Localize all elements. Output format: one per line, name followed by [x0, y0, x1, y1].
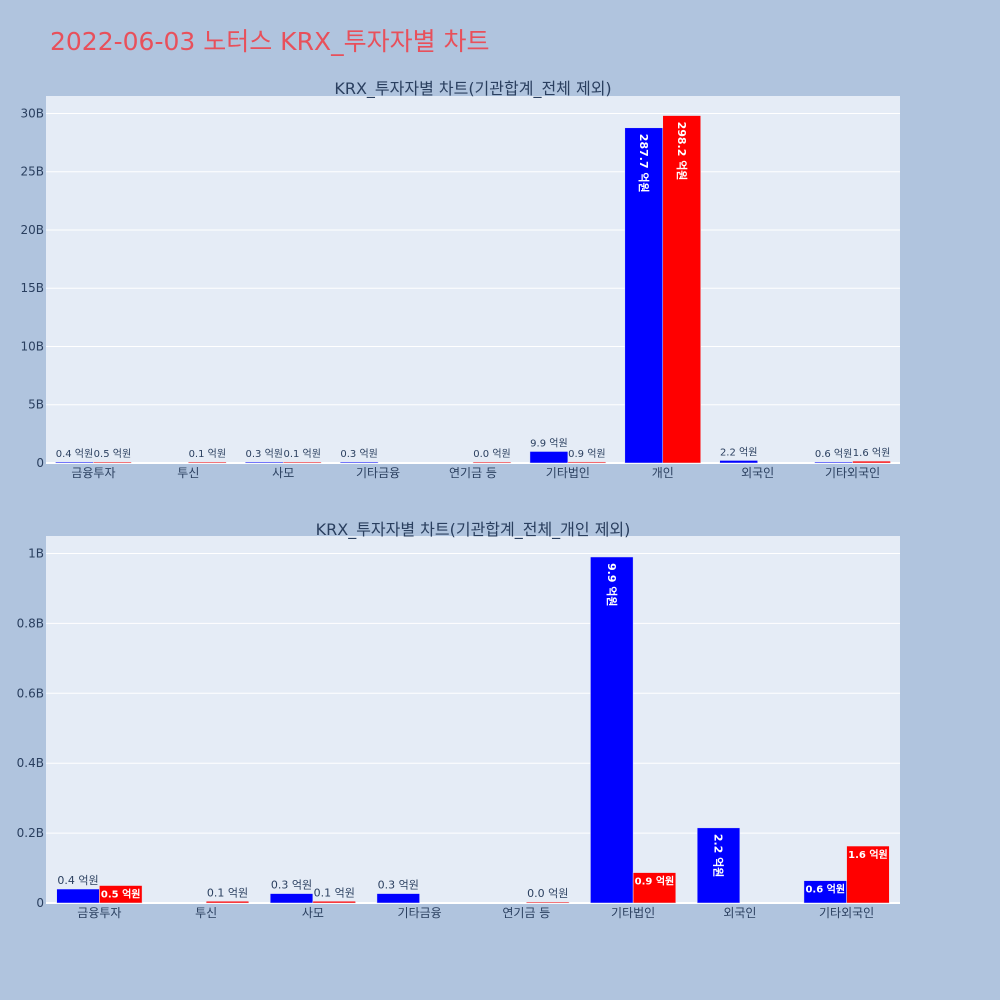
x-tick-label: 연기금 등	[502, 906, 550, 920]
x-tick-label: 금융투자	[77, 906, 121, 920]
data-label: 0.3 억원	[340, 448, 377, 460]
x-tick-label: 연기금 등	[449, 466, 497, 480]
bar	[567, 461, 607, 464]
x-tick-label: 기타금융	[356, 466, 400, 480]
data-label: 0.1 억원	[283, 448, 320, 460]
data-label: 0.6 억원	[805, 883, 845, 896]
y-tick-label: 0.8B	[17, 616, 44, 630]
chart-1: KRX_투자자별 차트(기관합계_전체 제외) 0 5B 10B 15B 20B 25B 30…	[20, 79, 900, 480]
data-label: 0.9 억원	[635, 875, 675, 888]
x-tick-label: 사모	[302, 906, 324, 920]
x-tick-label: 기타외국인	[819, 906, 874, 920]
bar	[376, 893, 420, 904]
plot-area	[46, 536, 900, 903]
data-label: 0.4 억원	[57, 874, 98, 887]
y-tick-label: 0	[36, 896, 44, 910]
bar	[205, 901, 250, 904]
y-tick-label: 0.6B	[17, 686, 44, 700]
chart-2: KRX_투자자별 차트(기관합계_전체_개인 제외) 0 0.2B 0.4B 0.6B 0…	[17, 520, 900, 920]
bar	[624, 127, 664, 464]
data-label: 298.2 억원	[675, 122, 689, 181]
data-label: 9.9 억원	[530, 437, 567, 449]
bar	[99, 885, 143, 904]
bar	[312, 901, 356, 904]
y-tick-label: 0.2B	[17, 826, 44, 840]
y-tick-label: 1B	[28, 546, 44, 560]
bar	[269, 893, 314, 904]
y-tick-label: 0	[36, 456, 44, 470]
x-tick-label: 외국인	[723, 906, 756, 920]
bar	[662, 115, 701, 464]
y-tick-label: 10B	[20, 339, 44, 353]
data-label: 0.5 억원	[94, 448, 131, 460]
bar	[846, 845, 890, 904]
data-label: 0.0 억원	[473, 448, 510, 460]
data-label: 287.7 억원	[637, 134, 651, 193]
y-tick-label: 25B	[20, 165, 44, 179]
data-label: 0.4 억원	[56, 448, 93, 460]
x-tick-label: 기타외국인	[825, 466, 880, 480]
bar	[56, 888, 100, 904]
x-tick-label: 금융투자	[71, 466, 115, 480]
data-label: 1.6 억원	[853, 447, 890, 459]
data-label: 0.3 억원	[271, 879, 312, 892]
bar	[245, 461, 284, 464]
data-label: 0.3 억원	[378, 879, 419, 892]
data-label: 0.1 억원	[314, 886, 355, 899]
chart-title: KRX_투자자별 차트(기관합계_전체_개인 제외)	[316, 520, 631, 540]
bar	[814, 461, 853, 464]
data-label: 9.9 억원	[605, 563, 619, 607]
bar	[472, 461, 512, 464]
y-tick-label: 0.4B	[17, 756, 44, 770]
data-label: 0.6 억원	[815, 448, 852, 460]
x-tick-label: 기타금융	[398, 906, 442, 920]
chart-title: KRX_투자자별 차트(기관합계_전체 제외)	[334, 79, 611, 99]
bar	[282, 461, 322, 464]
x-tick-label: 투신	[177, 466, 199, 480]
x-tick-label: 기타법인	[546, 466, 590, 480]
x-tick-label: 사모	[272, 466, 294, 480]
bar	[632, 872, 677, 904]
data-label: 0.1 억원	[189, 448, 226, 460]
bar	[590, 556, 634, 904]
data-label: 0.9 억원	[568, 448, 605, 460]
data-label: 1.6 억원	[848, 848, 888, 861]
plot-area	[46, 96, 900, 463]
y-tick-label: 5B	[28, 398, 44, 412]
bar	[93, 461, 132, 464]
data-label: 0.5 억원	[101, 888, 141, 901]
x-tick-label: 개인	[652, 466, 674, 480]
page-title: 2022-06-03 노터스 KRX_투자자별 차트	[50, 27, 490, 56]
bar	[719, 460, 758, 464]
data-label: 0.3 억원	[246, 448, 283, 460]
data-label: 2.2 억원	[712, 834, 726, 878]
bar	[188, 461, 227, 464]
bar	[339, 461, 379, 464]
y-tick-label: 20B	[20, 223, 44, 237]
x-tick-label: 기타법인	[611, 906, 655, 920]
x-tick-label: 투신	[195, 906, 217, 920]
bar	[526, 901, 570, 904]
y-tick-label: 15B	[20, 281, 44, 295]
x-tick-label: 외국인	[741, 466, 774, 480]
bar	[55, 461, 94, 464]
y-tick-label: 30B	[20, 106, 44, 120]
data-label: 2.2 억원	[720, 446, 757, 458]
bar	[696, 827, 741, 904]
data-label: 0.1 억원	[207, 886, 248, 899]
bar	[529, 451, 569, 464]
data-label: 0.0 억원	[527, 887, 568, 900]
bar	[852, 460, 891, 464]
